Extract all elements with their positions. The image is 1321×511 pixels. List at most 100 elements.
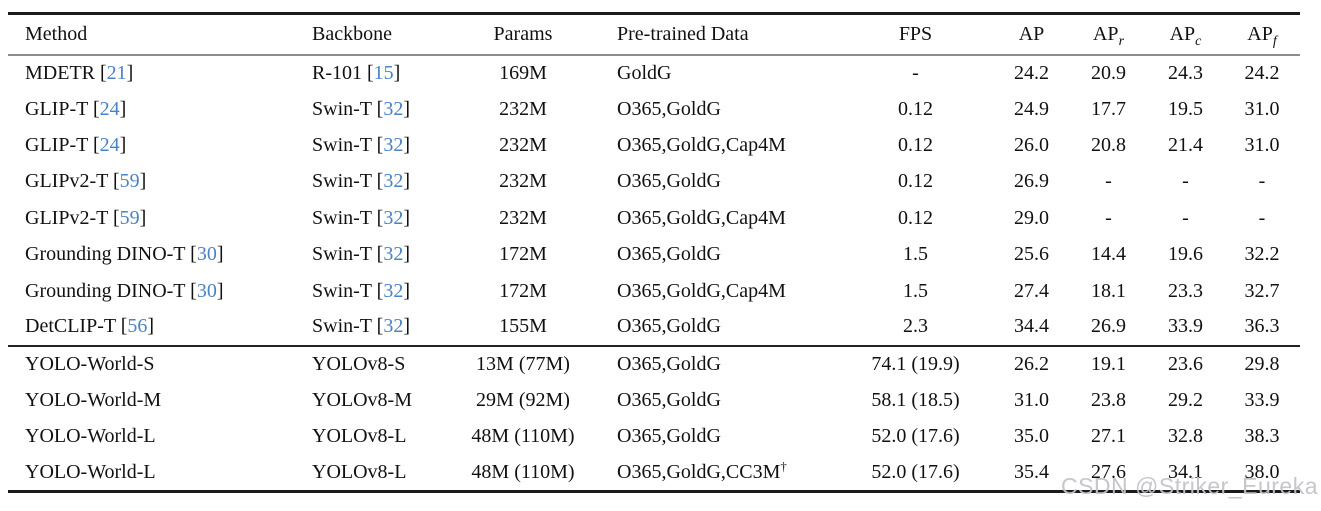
cell-backbone: Swin-T [32]: [305, 91, 468, 127]
citation-link[interactable]: 56: [127, 315, 148, 338]
cell-method: DetCLIP-T [56]: [8, 309, 305, 345]
cell-backbone: Swin-T [32]: [305, 236, 468, 272]
citation-link[interactable]: 30: [196, 243, 217, 266]
table-header: Method Backbone Params Pre-trained Data …: [8, 14, 1300, 55]
cell-pretrained-data: GoldG: [578, 55, 838, 91]
cell-fps: 52.0 (17.6): [871, 460, 960, 483]
pretrained-data-text: O365,GoldG,Cap4M: [617, 279, 786, 302]
citation-link[interactable]: 21: [106, 61, 127, 84]
citation-bracket: ]: [139, 206, 147, 229]
citation-link[interactable]: 32: [383, 133, 404, 156]
table-row: Grounding DINO-T [30] Swin-T [32] 172M O365…: [8, 273, 1300, 309]
col-header-label: AP: [1169, 22, 1196, 45]
cell-pretrained-data: O365,GoldG: [578, 418, 838, 454]
cell-backbone: Swin-T [32]: [305, 273, 468, 309]
citation-bracket: [: [371, 170, 384, 193]
cell-ap: 24.2: [1014, 61, 1049, 84]
cell-ap: 35.4: [1014, 460, 1049, 483]
citation-bracket: [: [362, 61, 374, 84]
backbone-name: Swin-T: [312, 243, 372, 266]
cell-backbone: Swin-T [32]: [305, 127, 468, 163]
cell-ap: 29.0: [1014, 206, 1049, 229]
cell-params: 13M (77M): [476, 352, 570, 375]
pretrained-data-text: O365,GoldG: [617, 97, 721, 120]
cell-ap: 24.9: [1014, 97, 1049, 120]
citation-link[interactable]: 32: [383, 279, 404, 302]
col-header-pretrained-data: Pre-trained Data: [578, 14, 838, 55]
cell-ap-c: 19.6: [1168, 243, 1203, 266]
col-header-label: Pre-trained Data: [617, 22, 749, 45]
pretrained-data-text: O365,GoldG: [617, 243, 721, 266]
citation-link[interactable]: 32: [383, 97, 404, 120]
cell-method: YOLO-World-L: [8, 418, 305, 454]
cell-ap-f: 33.9: [1244, 388, 1280, 411]
citation-link[interactable]: 32: [383, 315, 404, 338]
cell-pretrained-data: O365,GoldG,Cap4M: [578, 200, 838, 236]
cell-method: YOLO-World-S: [8, 346, 305, 382]
citation-bracket: ]: [119, 97, 127, 120]
backbone-name: Swin-T: [312, 279, 372, 302]
cell-ap: 25.6: [1014, 243, 1049, 266]
citation-bracket: [: [371, 243, 384, 266]
cell-backbone: YOLOv8-S: [305, 346, 468, 382]
citation-link[interactable]: 24: [99, 133, 120, 156]
col-header-ap-c: APc: [1147, 14, 1224, 55]
citation-link[interactable]: 59: [119, 206, 140, 229]
pretrained-data-text: O365,GoldG: [617, 425, 721, 448]
col-header-params: Params: [468, 14, 578, 55]
cell-ap-c: 29.2: [1168, 388, 1203, 411]
col-header-subscript: c: [1195, 33, 1202, 49]
citation-link[interactable]: 32: [383, 206, 404, 229]
method-name: YOLO-World-M: [25, 388, 162, 411]
backbone-name: R-101: [312, 61, 362, 84]
cell-backbone: Swin-T [32]: [305, 200, 468, 236]
citation-link[interactable]: 32: [383, 170, 404, 193]
citation-link[interactable]: 59: [119, 170, 140, 193]
cell-params: 155M: [499, 315, 547, 338]
citation-bracket: ]: [403, 97, 410, 120]
citation-link[interactable]: 15: [373, 61, 394, 84]
citation-link[interactable]: 30: [196, 279, 217, 302]
col-header-label: AP: [1018, 22, 1045, 45]
citation-bracket: [: [95, 61, 107, 84]
cell-params: 169M: [499, 61, 547, 84]
cell-ap-r: -: [1105, 206, 1112, 229]
table-row: Grounding DINO-T [30] Swin-T [32] 172M O365…: [8, 236, 1300, 272]
cell-ap: 31.0: [1014, 388, 1049, 411]
col-header-label: Method: [25, 22, 88, 45]
cell-ap-r: 27.6: [1091, 460, 1126, 483]
cell-ap-r: 17.7: [1091, 97, 1126, 120]
col-header-ap: AP: [993, 14, 1070, 55]
cell-pretrained-data: O365,GoldG: [578, 91, 838, 127]
col-header-label: AP: [1092, 22, 1119, 45]
cell-params: 48M (110M): [471, 425, 575, 448]
cell-pretrained-data: O365,GoldG: [578, 236, 838, 272]
backbone-name: YOLOv8-L: [312, 425, 407, 448]
cell-ap-c: -: [1182, 206, 1189, 229]
cell-params: 232M: [499, 133, 547, 156]
pretrained-data-text: O365,GoldG: [617, 315, 721, 338]
cell-ap-f: 32.7: [1244, 279, 1280, 302]
method-name: DetCLIP-T: [25, 315, 116, 338]
cell-ap-c: 24.3: [1168, 61, 1203, 84]
col-header-subscript: r: [1118, 33, 1125, 49]
cell-ap-f: 31.0: [1244, 97, 1280, 120]
cell-ap-r: 18.1: [1091, 279, 1126, 302]
cell-method: GLIPv2-T [59]: [8, 164, 305, 200]
citation-link[interactable]: 24: [99, 97, 120, 120]
cell-ap-f: 29.8: [1244, 352, 1280, 375]
backbone-name: Swin-T: [312, 97, 372, 120]
cell-fps: 74.1 (19.9): [871, 352, 960, 375]
cell-method: MDETR [21]: [8, 55, 305, 91]
cell-method: Grounding DINO-T [30]: [8, 273, 305, 309]
cell-ap-r: 23.8: [1091, 388, 1126, 411]
citation-bracket: ]: [126, 61, 134, 84]
citation-bracket: ]: [403, 243, 410, 266]
table-row: GLIP-T [24] Swin-T [32] 232M O365,GoldG,Cap…: [8, 127, 1300, 163]
citation-link[interactable]: 32: [383, 243, 404, 266]
cell-ap-c: 19.5: [1168, 97, 1203, 120]
col-header-label: AP: [1247, 22, 1273, 45]
cell-pretrained-data: O365,GoldG: [578, 382, 838, 418]
citation-bracket: ]: [403, 170, 410, 193]
cell-backbone: Swin-T [32]: [305, 309, 468, 345]
